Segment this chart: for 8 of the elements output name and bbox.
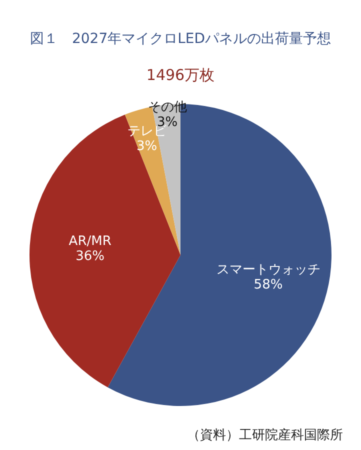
- slice-label: スマートウォッチ: [216, 262, 320, 278]
- chart-subtitle: 1496万枚: [145, 66, 216, 85]
- data-label: 58%: [254, 277, 283, 292]
- chart-title: 図１ 2027年マイクロLEDパネルの出荷量予想: [28, 30, 332, 48]
- data-label: 36%: [76, 249, 105, 264]
- slice-label: AR/MR: [68, 234, 112, 250]
- text: （資料）工研院産科国際所: [187, 427, 343, 444]
- data-label: 3%: [136, 138, 158, 154]
